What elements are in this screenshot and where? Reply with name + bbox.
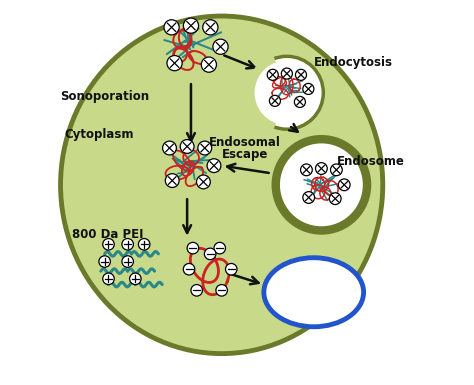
Circle shape	[303, 192, 315, 203]
Circle shape	[330, 164, 342, 176]
Circle shape	[203, 20, 218, 35]
Circle shape	[122, 256, 133, 267]
Text: 800 Da PEI: 800 Da PEI	[72, 228, 144, 241]
Circle shape	[163, 141, 176, 155]
Circle shape	[213, 39, 228, 54]
Text: Endosomal: Endosomal	[209, 136, 281, 149]
Circle shape	[269, 95, 281, 106]
Circle shape	[164, 20, 179, 35]
Circle shape	[295, 69, 307, 80]
Ellipse shape	[264, 258, 364, 327]
Circle shape	[267, 69, 278, 80]
Circle shape	[301, 164, 312, 176]
Text: Cytoplasm: Cytoplasm	[64, 129, 134, 141]
Circle shape	[329, 193, 341, 204]
Ellipse shape	[61, 16, 383, 353]
Text: Sonoporation: Sonoporation	[61, 90, 150, 103]
Circle shape	[216, 285, 228, 296]
Circle shape	[250, 56, 323, 129]
Circle shape	[165, 174, 179, 187]
Circle shape	[197, 175, 210, 189]
Text: Nucleus: Nucleus	[287, 286, 340, 299]
Circle shape	[183, 263, 195, 275]
Circle shape	[303, 84, 314, 94]
Circle shape	[103, 239, 114, 250]
Circle shape	[183, 18, 199, 33]
Circle shape	[167, 55, 182, 71]
Circle shape	[214, 243, 226, 254]
Circle shape	[280, 143, 363, 226]
Circle shape	[294, 96, 305, 107]
Circle shape	[282, 68, 292, 79]
Circle shape	[198, 141, 212, 155]
Circle shape	[338, 179, 350, 191]
Circle shape	[226, 263, 237, 275]
Circle shape	[99, 256, 110, 267]
Circle shape	[138, 239, 150, 250]
Circle shape	[204, 248, 216, 259]
Circle shape	[187, 243, 199, 254]
Circle shape	[180, 139, 194, 153]
Circle shape	[201, 57, 217, 72]
Circle shape	[207, 159, 221, 172]
Circle shape	[191, 285, 202, 296]
Circle shape	[129, 273, 141, 285]
Text: Escape: Escape	[221, 147, 268, 161]
Circle shape	[103, 273, 114, 285]
Circle shape	[272, 135, 371, 235]
Text: Endosome: Endosome	[337, 155, 405, 168]
Circle shape	[122, 239, 133, 250]
Text: Endocytosis: Endocytosis	[314, 55, 393, 69]
Circle shape	[316, 162, 327, 174]
